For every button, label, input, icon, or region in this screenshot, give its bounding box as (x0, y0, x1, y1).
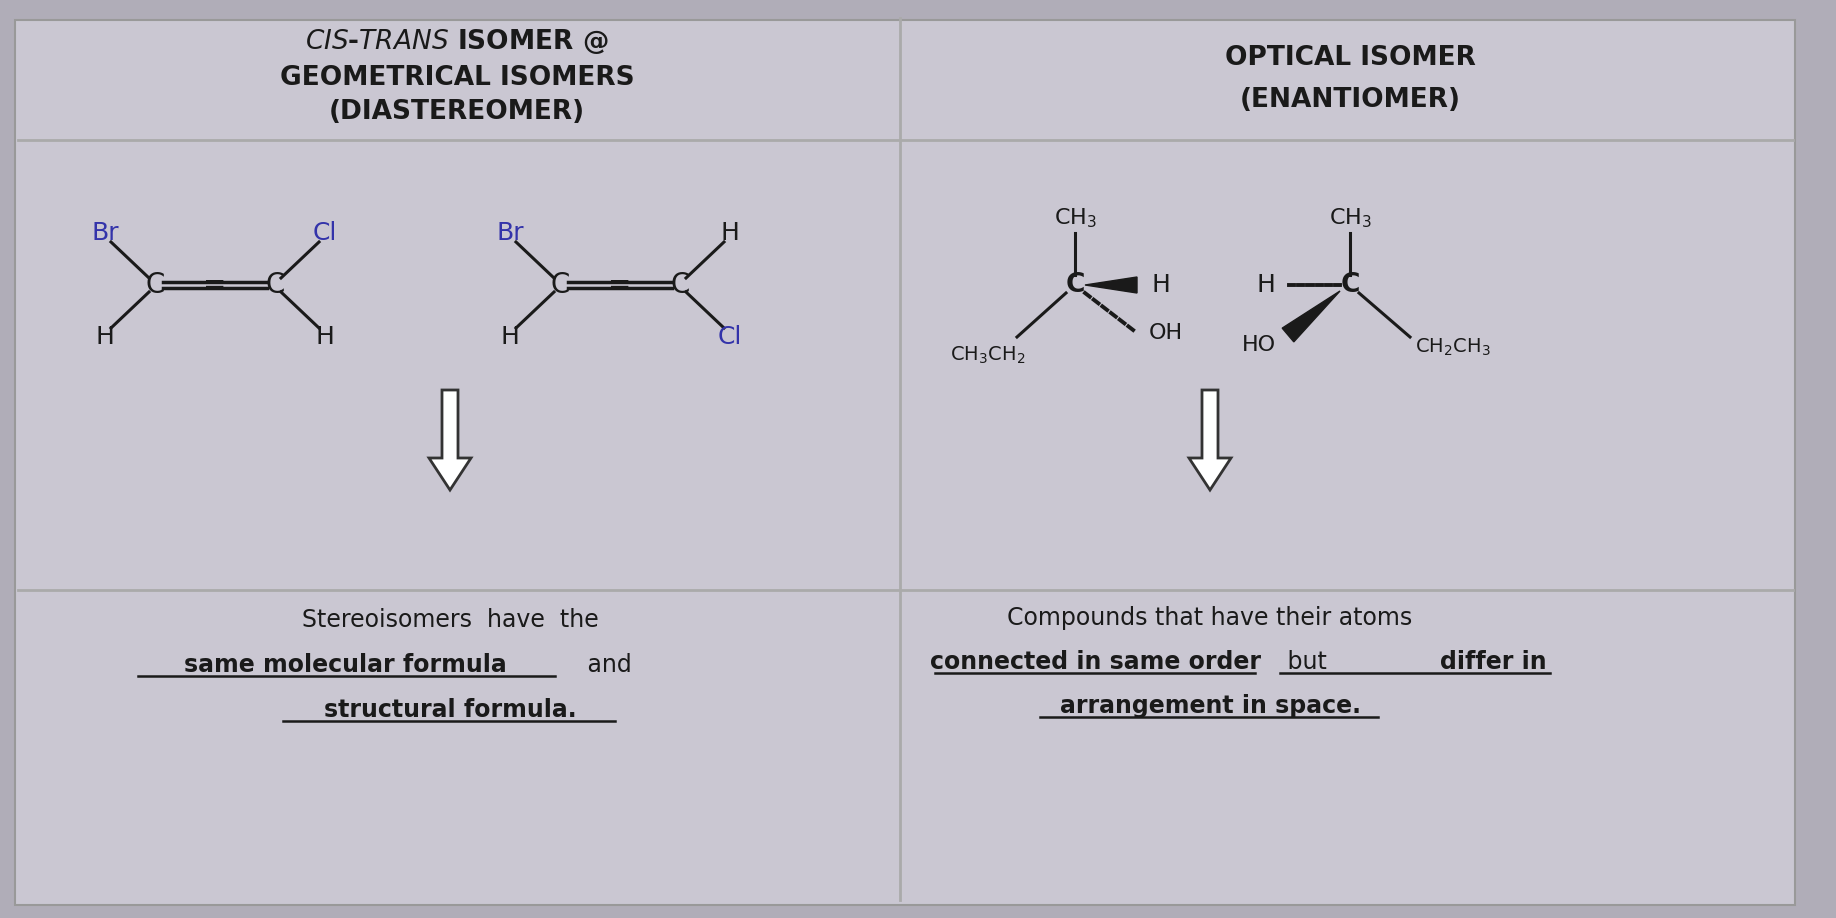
Text: H: H (1151, 273, 1170, 297)
Text: (DIASTEREOMER): (DIASTEREOMER) (329, 99, 586, 125)
Text: Cl: Cl (312, 221, 338, 245)
Text: CH$_2$CH$_3$: CH$_2$CH$_3$ (1416, 336, 1491, 358)
Text: Stereoisomers  have  the: Stereoisomers have the (301, 608, 599, 632)
Text: C: C (670, 271, 690, 299)
Text: HO: HO (1241, 335, 1276, 355)
Text: differ in: differ in (1439, 650, 1546, 674)
Polygon shape (1190, 390, 1230, 490)
Text: C: C (266, 271, 285, 299)
Text: Br: Br (92, 221, 119, 245)
Text: C: C (1065, 272, 1085, 298)
Text: H: H (316, 325, 334, 349)
Text: GEOMETRICAL ISOMERS: GEOMETRICAL ISOMERS (279, 65, 633, 91)
Text: H: H (95, 325, 114, 349)
Text: structural formula.: structural formula. (323, 698, 577, 722)
Text: CH$_3$: CH$_3$ (1054, 207, 1096, 230)
Text: H: H (1256, 273, 1274, 297)
Text: C: C (551, 271, 569, 299)
Text: CH$_3$: CH$_3$ (1329, 207, 1371, 230)
Polygon shape (430, 390, 472, 490)
Text: Br: Br (496, 221, 523, 245)
Text: =: = (608, 271, 632, 299)
Text: $\it{CIS}$-$\it{TRANS}$ ISOMER @: $\it{CIS}$-$\it{TRANS}$ ISOMER @ (305, 28, 610, 57)
Text: =: = (204, 271, 226, 299)
FancyBboxPatch shape (15, 20, 1796, 905)
Text: OH: OH (1149, 323, 1182, 343)
Text: and: and (580, 653, 632, 677)
Text: CH$_3$CH$_2$: CH$_3$CH$_2$ (949, 344, 1024, 365)
Text: OPTICAL ISOMER: OPTICAL ISOMER (1225, 45, 1476, 71)
Text: C: C (1340, 272, 1360, 298)
Text: arrangement in space.: arrangement in space. (1059, 694, 1360, 718)
Text: H: H (720, 221, 740, 245)
Text: Cl: Cl (718, 325, 742, 349)
Polygon shape (1282, 291, 1340, 341)
Text: (ENANTIOMER): (ENANTIOMER) (1239, 87, 1460, 113)
Text: same molecular formula: same molecular formula (184, 653, 507, 677)
Text: Compounds that have their atoms: Compounds that have their atoms (1008, 606, 1412, 630)
Text: connected in same order: connected in same order (929, 650, 1261, 674)
Text: H: H (501, 325, 520, 349)
Text: but: but (1280, 650, 1335, 674)
Polygon shape (1085, 277, 1136, 293)
Text: C: C (145, 271, 165, 299)
